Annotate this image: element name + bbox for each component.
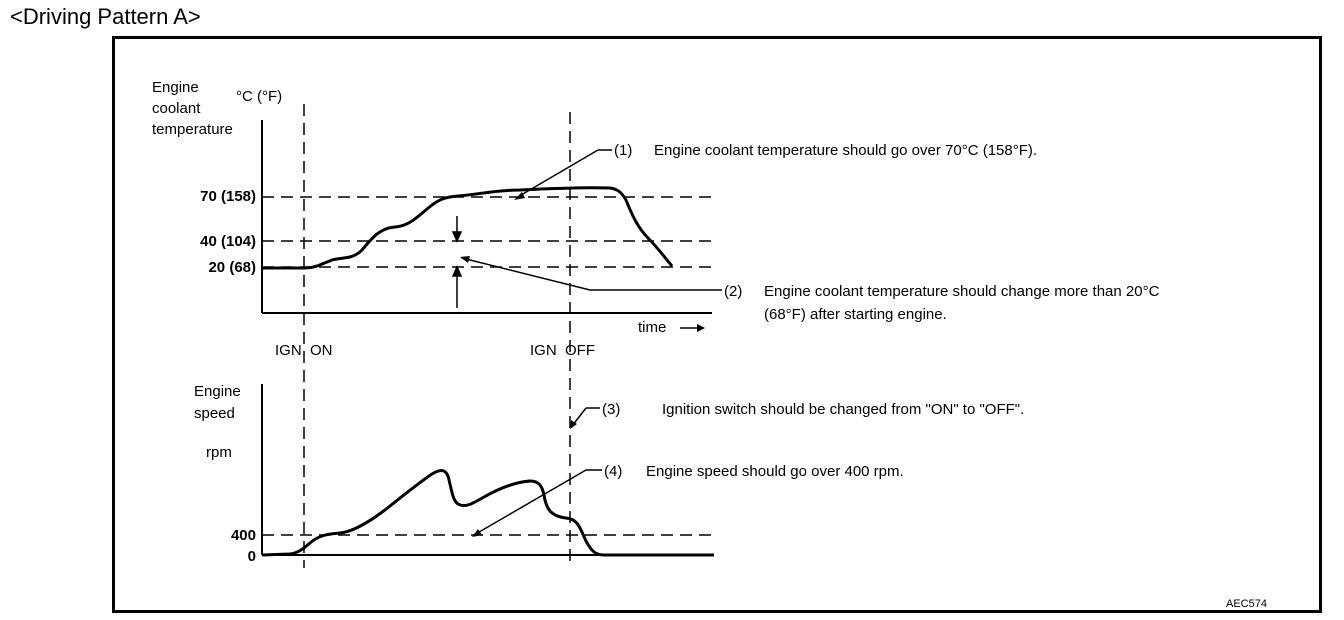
callout-4-text: Engine speed should go over 400 rpm.: [646, 463, 904, 480]
callout-3-arrowhead: [570, 420, 577, 429]
temp-y-label-line3: temperature: [152, 121, 233, 138]
ign-on-label: IGN ON: [275, 342, 333, 359]
callout-1-leader: [515, 149, 599, 199]
coolant-temperature-curve: [262, 186, 674, 270]
callout-3-number: (3): [602, 401, 620, 418]
callout-1-text: Engine coolant temperature should go ove…: [654, 142, 1037, 159]
temp-unit-label: °C (°F): [236, 88, 282, 105]
callout-2-leader: [461, 257, 591, 291]
callout-1-arrowhead: [514, 192, 525, 200]
delta-arrowhead-up: [451, 265, 463, 277]
speed-y-label-line1: Engine: [194, 383, 241, 400]
tick-0: 0: [248, 548, 256, 565]
callout-2-text-line1: Engine coolant temperature should change…: [764, 283, 1160, 300]
delta-arrowhead-down: [451, 231, 463, 243]
callout-4-leader: [473, 469, 587, 536]
tick-20: 20 (68): [208, 259, 256, 276]
callout-1-number: (1): [614, 142, 632, 159]
page-title: <Driving Pattern A>: [10, 4, 201, 29]
callout-4-number: (4): [604, 463, 622, 480]
tick-70: 70 (158): [200, 188, 256, 205]
engine-speed-curve: [261, 469, 714, 557]
callout-2-arrowhead: [460, 256, 470, 263]
callout-2-text-line2: (68°F) after starting engine.: [764, 306, 947, 323]
diagram-frame: [112, 36, 1322, 613]
ign-off-label: IGN OFF: [530, 342, 595, 359]
time-arrowhead: [697, 324, 705, 332]
callout-3-text: Ignition switch should be changed from "…: [662, 401, 1024, 418]
tick-40: 40 (104): [200, 233, 256, 250]
time-axis-label: time: [638, 319, 666, 336]
figure-code: AEC574: [1226, 598, 1267, 610]
temp-y-label-line1: Engine: [152, 79, 199, 96]
speed-unit-label: rpm: [206, 444, 232, 461]
callout-2-number: (2): [724, 283, 742, 300]
speed-y-label-line2: speed: [194, 405, 235, 422]
temp-y-label-line2: coolant: [152, 100, 201, 117]
tick-400: 400: [231, 527, 256, 544]
callout-4-arrowhead: [472, 529, 482, 537]
